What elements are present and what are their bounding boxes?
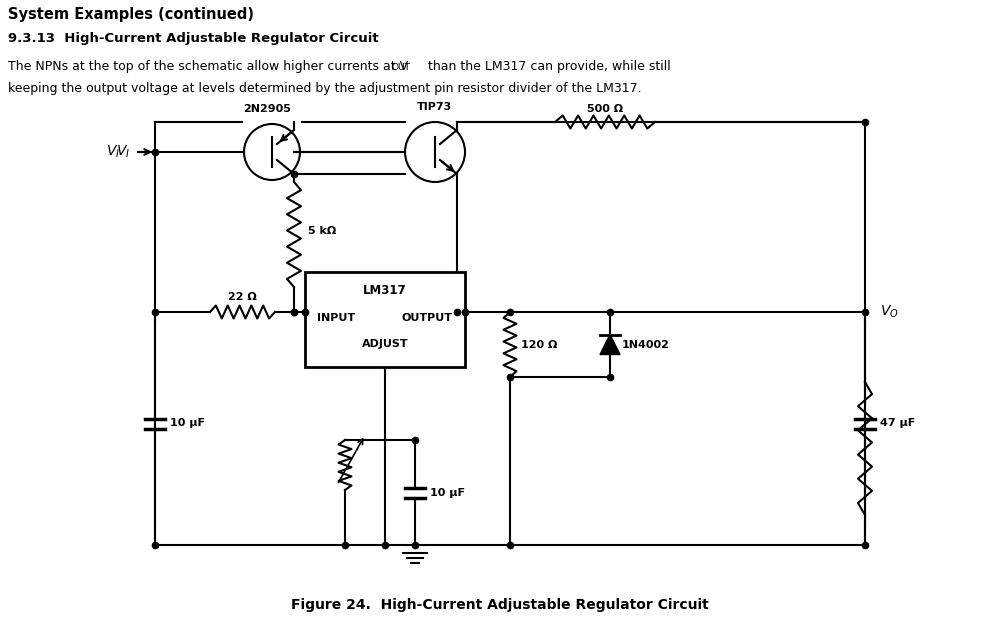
Text: Figure 24.  High-Current Adjustable Regulator Circuit: Figure 24. High-Current Adjustable Regul…: [291, 598, 709, 612]
Text: 22 Ω: 22 Ω: [228, 292, 257, 302]
Text: 120 Ω: 120 Ω: [521, 340, 557, 350]
Text: LM317: LM317: [363, 284, 407, 297]
Text: than the LM317 can provide, while still: than the LM317 can provide, while still: [424, 60, 671, 73]
Text: 500 Ω: 500 Ω: [587, 104, 623, 114]
Text: ADJUST: ADJUST: [362, 339, 408, 349]
Text: 5 kΩ: 5 kΩ: [308, 225, 336, 236]
Text: 2N2905: 2N2905: [243, 104, 291, 114]
Text: $V_I$: $V_I$: [106, 144, 120, 160]
Text: INPUT: INPUT: [317, 313, 355, 322]
Text: 9.3.13  High-Current Adjustable Regulator Circuit: 9.3.13 High-Current Adjustable Regulator…: [8, 32, 379, 45]
Text: keeping the output voltage at levels determined by the adjustment pin resistor d: keeping the output voltage at levels det…: [8, 82, 642, 95]
Text: OUT: OUT: [391, 63, 410, 72]
Text: OUTPUT: OUTPUT: [402, 313, 453, 322]
Bar: [305, 272, 465, 367]
Text: 10 µF: 10 µF: [430, 487, 465, 497]
Text: 47 µF: 47 µF: [880, 419, 915, 429]
Text: $V_O$: $V_O$: [880, 304, 899, 320]
Text: TIP73: TIP73: [417, 102, 453, 112]
Text: The NPNs at the top of the schematic allow higher currents at V: The NPNs at the top of the schematic all…: [8, 60, 408, 73]
Text: $V_I$: $V_I$: [116, 144, 130, 160]
Text: 10 µF: 10 µF: [170, 419, 205, 429]
Text: System Examples (continued): System Examples (continued): [8, 7, 254, 22]
Text: 1N4002: 1N4002: [622, 340, 670, 350]
Polygon shape: [600, 334, 620, 355]
